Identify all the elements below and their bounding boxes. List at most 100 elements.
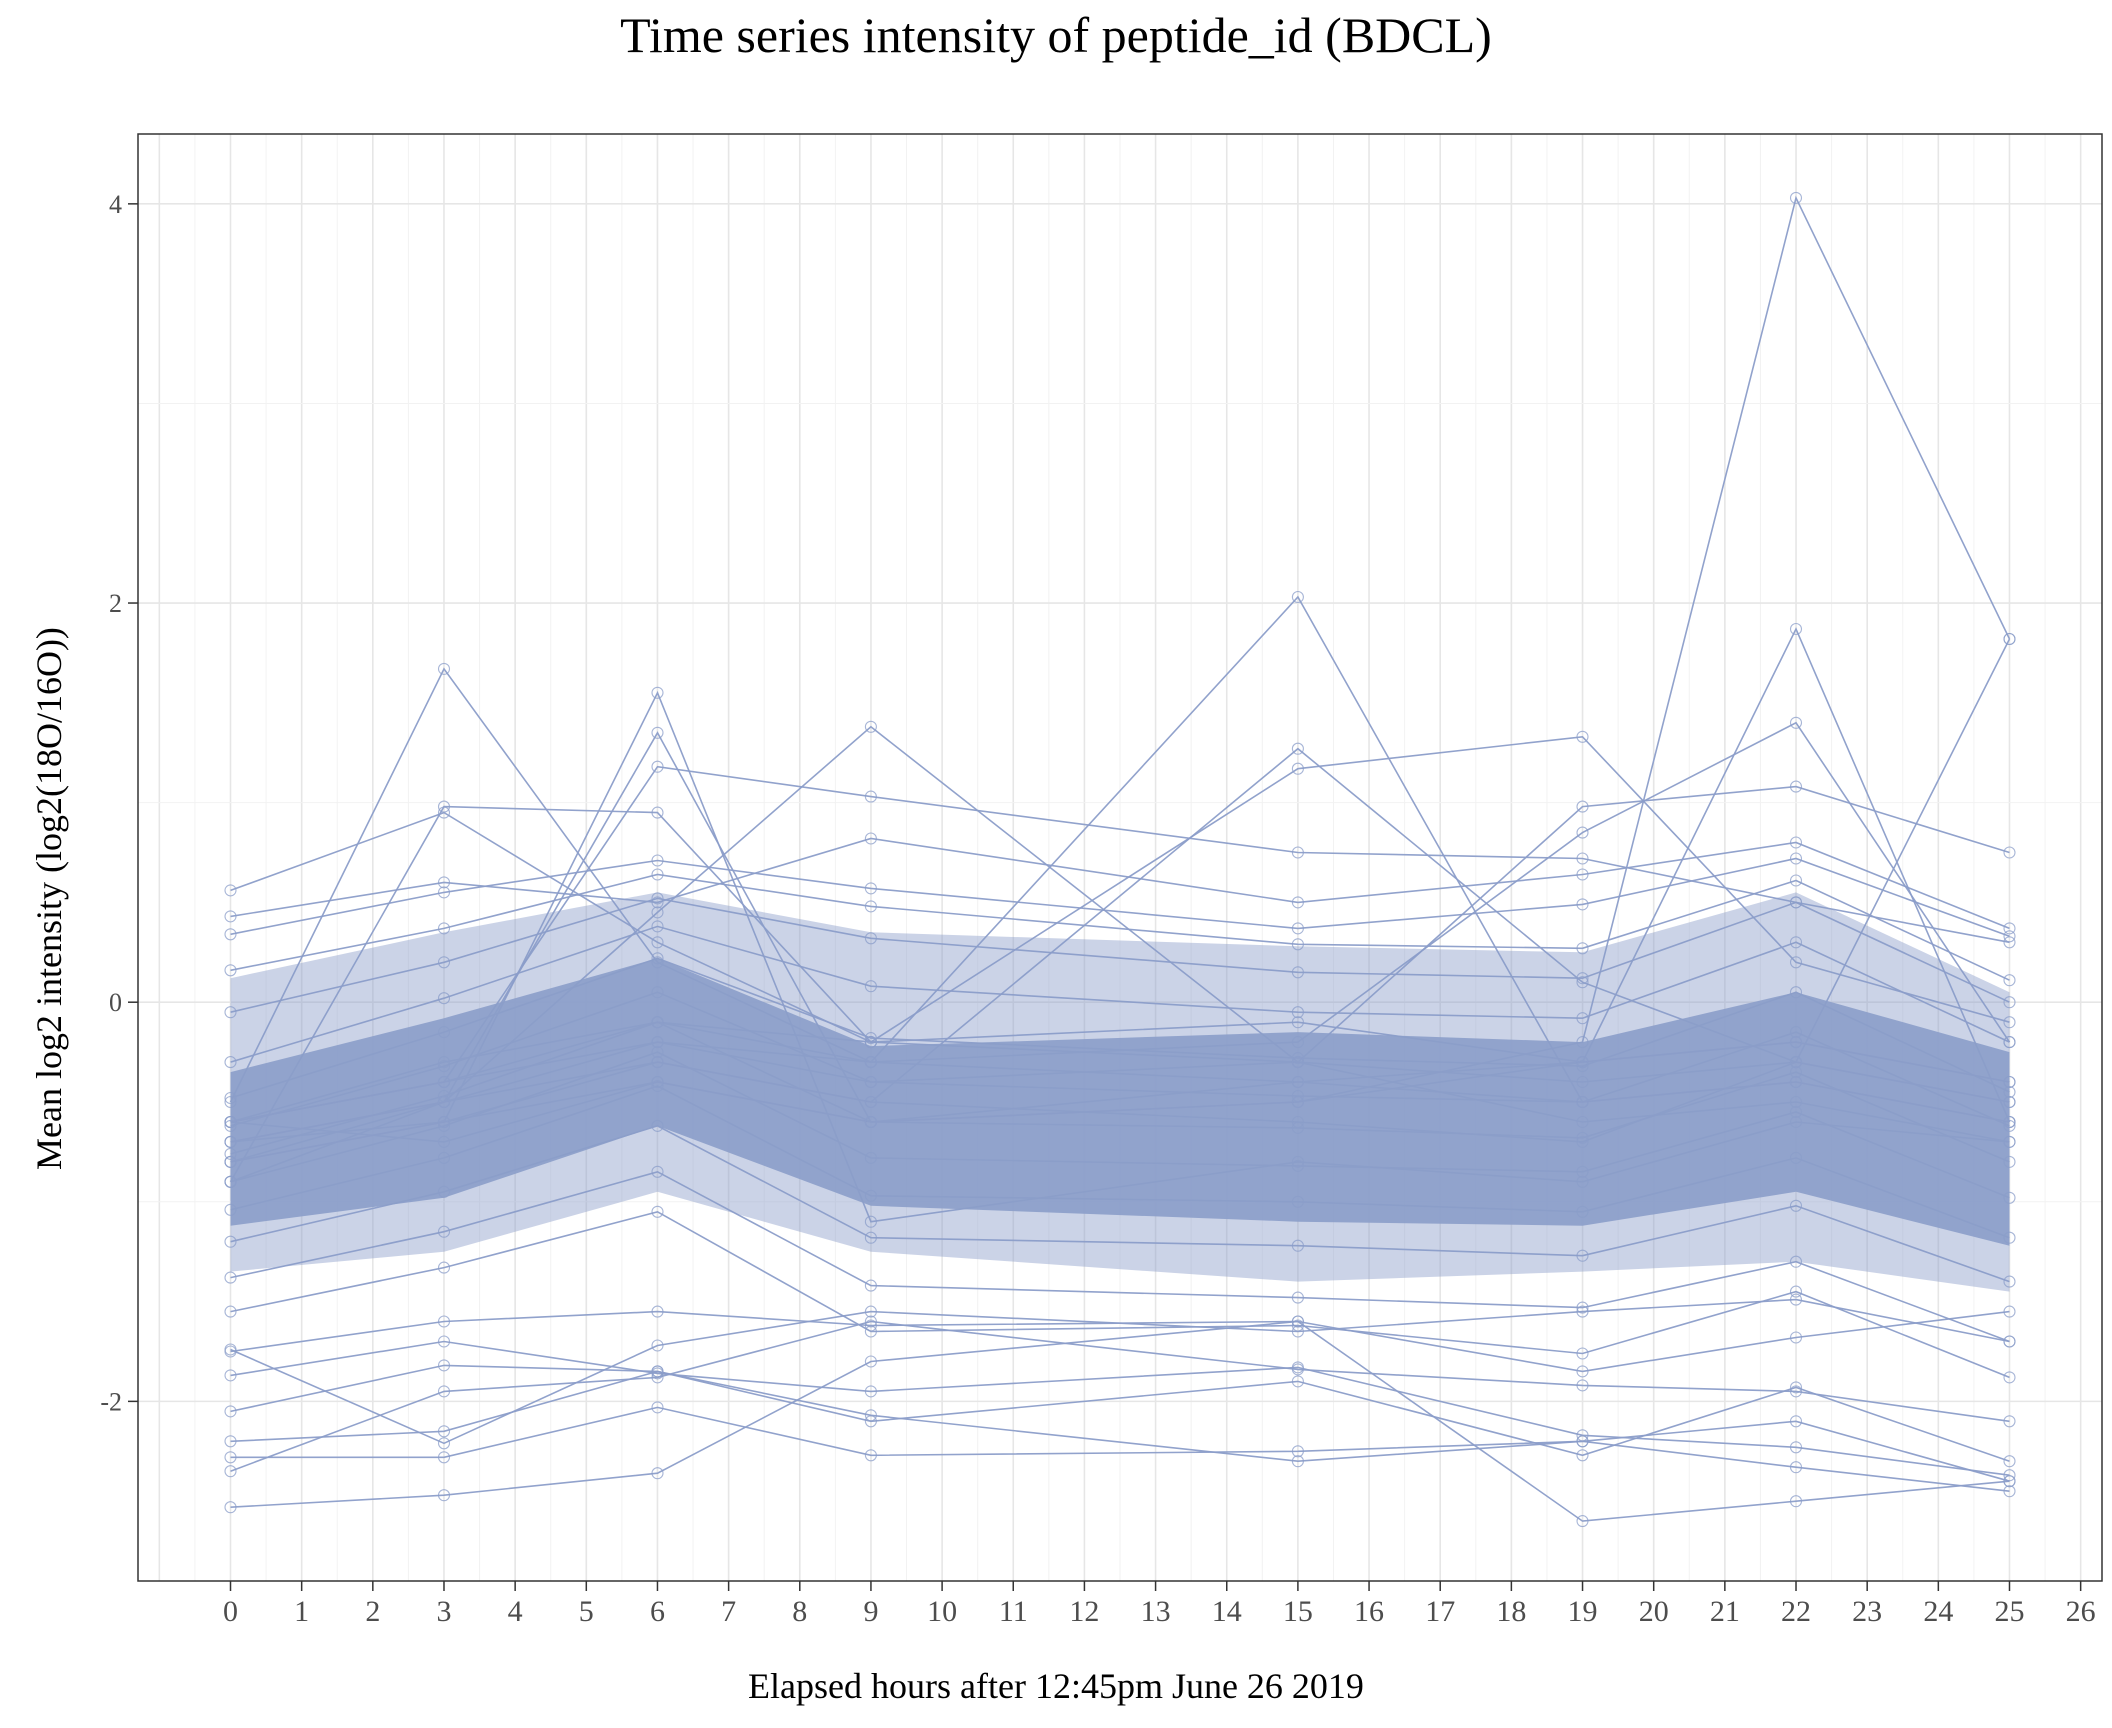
data-point <box>651 1339 664 1352</box>
data-point <box>864 720 877 733</box>
x-tick-label: 18 <box>1496 1595 1526 1628</box>
data-point <box>1291 1239 1304 1252</box>
data-point <box>437 1060 451 1073</box>
x-tick-label: 19 <box>1568 1595 1598 1628</box>
data-point <box>1291 846 1304 859</box>
data-point <box>2003 936 2016 949</box>
x-tick-label: 3 <box>436 1595 451 1628</box>
data-point <box>1291 1325 1304 1338</box>
data-point <box>651 1367 664 1380</box>
series-line-31 <box>230 1370 2010 1482</box>
series-line-36 <box>230 1298 2010 1445</box>
x-tick-label: 8 <box>792 1595 807 1628</box>
data-point <box>651 936 664 949</box>
data-point <box>1576 1429 1589 1442</box>
data-point <box>2003 1371 2016 1384</box>
data-point <box>651 1079 664 1093</box>
data-point <box>1576 730 1589 743</box>
data-point <box>1291 590 1304 604</box>
data-point <box>224 1451 237 1464</box>
data-point <box>1576 1305 1589 1318</box>
x-tick-label: 16 <box>1354 1595 1384 1628</box>
data-point <box>864 1449 877 1462</box>
data-point <box>651 906 664 919</box>
data-point <box>437 922 451 935</box>
data-point <box>2003 1191 2016 1204</box>
data-point <box>1291 896 1304 909</box>
data-point <box>864 1279 877 1292</box>
data-point <box>1789 836 1803 849</box>
data-point <box>651 806 664 819</box>
x-axis-label: Elapsed hours after 12:45pm June 26 2019 <box>748 1666 1364 1706</box>
data-point <box>2003 1135 2016 1148</box>
data-point <box>864 1315 877 1328</box>
data-point <box>864 1319 877 1332</box>
data-point <box>2003 1469 2016 1482</box>
x-tick-label: 2 <box>365 1595 380 1628</box>
data-point <box>864 1036 877 1049</box>
series-line-16 <box>230 837 2010 930</box>
series-line-34 <box>230 1320 2010 1522</box>
data-point <box>224 1501 237 1514</box>
data-point <box>437 886 451 899</box>
series-line-20 <box>230 925 2010 1063</box>
series-line-19 <box>230 897 2010 1013</box>
data-point <box>1576 942 1589 955</box>
data-point <box>1291 1075 1304 1089</box>
data-point <box>651 868 664 881</box>
x-tick-label: 6 <box>650 1595 665 1628</box>
data-point <box>651 1119 664 1132</box>
data-point <box>651 1036 664 1049</box>
series-lines <box>229 195 2011 1522</box>
dense-series-core <box>230 958 2010 1246</box>
data-point <box>864 1189 877 1202</box>
data-point <box>437 1185 451 1198</box>
data-point <box>224 1056 237 1069</box>
data-point <box>1789 1095 1803 1109</box>
data-point <box>864 1231 877 1244</box>
data-point <box>1789 1415 1803 1428</box>
data-point <box>651 892 664 905</box>
data-point <box>1789 1105 1803 1119</box>
data-point <box>651 854 664 867</box>
data-point <box>1576 898 1589 911</box>
data-point <box>864 1075 877 1089</box>
data-point <box>2003 922 2016 935</box>
data-point <box>864 790 877 803</box>
data-point <box>1576 1115 1589 1129</box>
data-point <box>1576 1249 1589 1262</box>
data-point <box>864 1355 877 1368</box>
y-tick-label: 0 <box>109 988 122 1017</box>
data-point <box>2003 1455 2016 1468</box>
data-point <box>651 920 664 933</box>
data-point <box>1576 1515 1589 1528</box>
series-line-17 <box>230 857 2010 938</box>
data-point <box>864 932 877 945</box>
data-point <box>1291 1155 1304 1168</box>
data-point <box>1789 1026 1803 1039</box>
data-point <box>1291 1121 1304 1134</box>
data-point <box>1576 1075 1589 1089</box>
x-tick-label: 5 <box>579 1595 594 1628</box>
data-point <box>864 1215 877 1228</box>
data-point <box>1291 966 1304 979</box>
data-point <box>1789 1255 1803 1268</box>
data-point <box>437 1075 451 1089</box>
data-point <box>1789 986 1803 999</box>
x-tick-label: 10 <box>927 1595 957 1628</box>
data-point <box>651 1467 664 1480</box>
data-point <box>1789 852 1803 865</box>
data-point <box>1789 1285 1803 1298</box>
data-point <box>1576 1449 1589 1462</box>
data-point <box>224 1155 237 1168</box>
data-point <box>651 1205 664 1218</box>
data-point <box>437 876 451 889</box>
data-point <box>651 686 664 699</box>
data-point <box>1789 1066 1803 1079</box>
x-tick-label: 17 <box>1425 1595 1455 1628</box>
data-point <box>224 1343 237 1356</box>
data-point <box>1291 1363 1304 1376</box>
x-tick-label: 12 <box>1069 1595 1099 1628</box>
data-point <box>864 1115 877 1129</box>
